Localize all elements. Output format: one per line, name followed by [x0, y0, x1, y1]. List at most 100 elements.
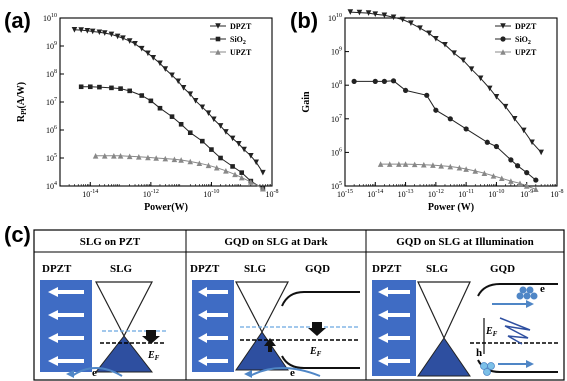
data-point-b-dpzt-17 — [493, 94, 500, 100]
data-point-a-dpzt-4 — [96, 29, 103, 36]
legend-text-a-0: DPZT — [230, 22, 252, 31]
carrier-label-1: e — [92, 367, 97, 379]
pzt-block-1 — [40, 280, 92, 372]
data-point-a-dpzt-3 — [89, 28, 96, 35]
y-tick-label-b-5: 1010 — [328, 13, 342, 23]
polarization-arrows-2 — [198, 287, 228, 366]
gqd-conduction-band-2 — [281, 291, 360, 307]
legend-marker-b-0 — [500, 23, 506, 29]
data-point-a-dpzt-2 — [84, 27, 91, 34]
data-point-a-upzt-8 — [162, 155, 169, 162]
data-point-b-dpzt-21 — [529, 139, 535, 146]
data-point-a-sio2-15 — [230, 164, 235, 169]
data-point-a-upzt-12 — [196, 160, 203, 167]
data-point-a-dpzt-12 — [145, 50, 151, 57]
data-point-a-sio2-12 — [200, 138, 205, 144]
data-point-a-dpzt-19 — [187, 91, 194, 97]
ef-label-1: EF — [147, 350, 160, 362]
y-tick-label-b-3: 108 — [331, 80, 342, 90]
data-point-b-sio2-0 — [351, 78, 357, 84]
x-tick-label-b-0: 10-15 — [337, 189, 353, 199]
data-point-a-dpzt-16 — [169, 72, 175, 79]
data-point-a-dpzt-0 — [71, 26, 78, 33]
electron-flow-head-1 — [66, 370, 74, 378]
data-point-a-upzt-11 — [187, 158, 194, 165]
data-point-a-dpzt-20 — [192, 98, 199, 104]
data-point-b-dpzt-13 — [460, 57, 467, 64]
data-point-b-sio2-8 — [463, 126, 469, 132]
label-gqd-3: GQD — [490, 263, 515, 275]
electron-flow-head-2 — [244, 370, 252, 378]
legend-marker-a-2 — [215, 49, 221, 55]
electron-label-3: e — [540, 283, 545, 295]
data-point-b-upzt-16 — [517, 180, 523, 187]
data-point-a-dpzt-29 — [248, 152, 254, 159]
data-point-a-upzt-14 — [213, 164, 220, 171]
x-tick-label-a-0: 10-14 — [82, 189, 98, 199]
panel-letter-c: (c) — [4, 222, 31, 247]
y-tick-label-b-1: 106 — [331, 147, 342, 157]
data-point-b-upzt-0 — [377, 161, 384, 167]
data-point-a-sio2-13 — [209, 147, 214, 152]
polarization-arrows-3 — [378, 287, 410, 366]
legend-text-b-2: UPZT — [515, 48, 537, 57]
data-point-b-dpzt-14 — [468, 66, 475, 72]
data-point-a-dpzt-10 — [132, 40, 138, 47]
y-tick-label-a-2: 106 — [46, 125, 57, 135]
label-slg-3: SLG — [426, 263, 448, 275]
ef-label-2: EF — [309, 346, 322, 358]
data-point-a-upzt-15 — [223, 167, 229, 174]
dirac-cone-lower-1 — [94, 335, 154, 373]
data-point-b-upzt-4 — [411, 161, 418, 168]
data-point-b-upzt-14 — [498, 175, 505, 182]
band-diagram: SLG on PZT GQD on SLG at Dark GQD on SLG… — [33, 229, 565, 381]
data-point-b-dpzt-8 — [417, 25, 423, 31]
data-point-b-dpzt-5 — [390, 14, 397, 21]
label-slg-2: SLG — [244, 263, 266, 275]
data-point-b-dpzt-9 — [426, 30, 432, 37]
electron-flow-arrow-2 — [249, 367, 321, 377]
diagram-panel-1: DPZT SLG EF e — [40, 263, 166, 379]
ef-label-3: EF — [485, 326, 498, 338]
data-point-a-dpzt-22 — [205, 110, 212, 116]
y-axis-label-a: RPl(A/W) — [16, 82, 28, 122]
data-point-b-upzt-18 — [533, 186, 539, 193]
panel-letter-b: (b) — [290, 8, 318, 33]
data-point-a-dpzt-13 — [150, 54, 157, 61]
data-point-a-dpzt-17 — [175, 78, 182, 85]
data-point-b-dpzt-19 — [511, 116, 518, 122]
data-point-a-upzt-19 — [260, 185, 266, 192]
gqd-valence-band-2 — [281, 355, 360, 369]
data-point-b-dpzt-20 — [520, 127, 527, 134]
data-point-a-dpzt-7 — [114, 33, 121, 40]
data-point-a-dpzt-8 — [120, 35, 126, 41]
data-point-a-sio2-16 — [239, 170, 245, 175]
legend-marker-b-2 — [500, 49, 506, 55]
y-tick-label-a-0: 104 — [46, 181, 57, 191]
data-point-a-dpzt-15 — [162, 66, 169, 72]
y-axis-label-b: Gain — [301, 91, 312, 113]
data-point-b-sio2-2 — [381, 78, 388, 84]
series-b-upzt — [377, 161, 539, 193]
data-point-b-sio2-1 — [372, 78, 378, 84]
data-point-a-sio2-8 — [157, 105, 163, 111]
dirac-cone-upper-1 — [95, 281, 153, 338]
data-point-b-upzt-10 — [463, 166, 469, 172]
diagram-title-1: SLG on PZT — [80, 236, 141, 248]
excited-electrons-3 — [516, 286, 538, 300]
data-point-b-upzt-11 — [472, 168, 479, 174]
data-point-a-dpzt-18 — [180, 85, 187, 91]
data-point-b-dpzt-4 — [381, 12, 388, 19]
x-axis-label-b: Power (W) — [428, 202, 474, 213]
data-point-a-upzt-1 — [101, 152, 108, 159]
data-point-b-dpzt-12 — [451, 50, 457, 56]
y-tick-label-a-5: 109 — [46, 41, 57, 51]
data-point-a-dpzt-11 — [138, 45, 145, 52]
data-point-b-dpzt-2 — [365, 10, 372, 16]
data-point-a-dpzt-26 — [229, 135, 236, 142]
data-point-b-dpzt-15 — [477, 75, 484, 82]
electron-transfer-head-3 — [526, 300, 534, 308]
data-point-a-dpzt-21 — [199, 104, 206, 111]
data-point-a-dpzt-30 — [253, 159, 259, 166]
diagram-title-3: GQD on SLG at Illumination — [396, 236, 534, 248]
